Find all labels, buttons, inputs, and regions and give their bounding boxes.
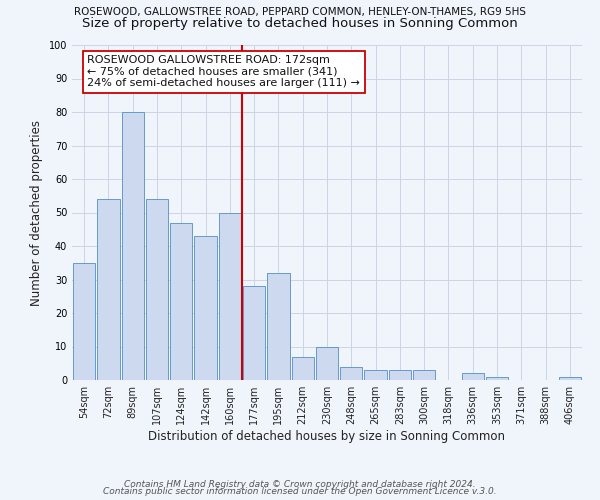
Bar	[461, 374, 484, 380]
Bar	[218, 212, 241, 380]
Bar	[292, 356, 314, 380]
Bar	[364, 370, 387, 380]
Bar	[486, 376, 508, 380]
Bar	[97, 199, 119, 380]
Bar	[122, 112, 144, 380]
Text: ROSEWOOD, GALLOWSTREE ROAD, PEPPARD COMMON, HENLEY-ON-THAMES, RG9 5HS: ROSEWOOD, GALLOWSTREE ROAD, PEPPARD COMM…	[74, 8, 526, 18]
Bar	[170, 222, 193, 380]
Bar	[267, 273, 290, 380]
Text: Contains public sector information licensed under the Open Government Licence v.: Contains public sector information licen…	[103, 487, 497, 496]
Bar	[413, 370, 436, 380]
Text: Contains HM Land Registry data © Crown copyright and database right 2024.: Contains HM Land Registry data © Crown c…	[124, 480, 476, 489]
Bar	[316, 346, 338, 380]
Text: ROSEWOOD GALLOWSTREE ROAD: 172sqm
← 75% of detached houses are smaller (341)
24%: ROSEWOOD GALLOWSTREE ROAD: 172sqm ← 75% …	[88, 55, 360, 88]
Text: Size of property relative to detached houses in Sonning Common: Size of property relative to detached ho…	[82, 17, 518, 30]
Bar	[559, 376, 581, 380]
Bar	[73, 263, 95, 380]
Bar	[389, 370, 411, 380]
X-axis label: Distribution of detached houses by size in Sonning Common: Distribution of detached houses by size …	[149, 430, 505, 443]
Bar	[340, 366, 362, 380]
Bar	[243, 286, 265, 380]
Bar	[146, 199, 168, 380]
Bar	[194, 236, 217, 380]
Y-axis label: Number of detached properties: Number of detached properties	[30, 120, 43, 306]
